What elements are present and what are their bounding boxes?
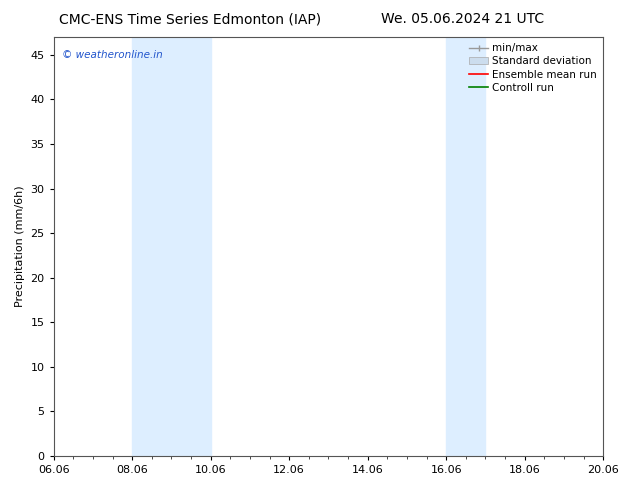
Bar xyxy=(446,37,486,456)
Y-axis label: Precipitation (mm/6h): Precipitation (mm/6h) xyxy=(15,186,25,307)
Text: © weatheronline.in: © weatheronline.in xyxy=(62,49,163,60)
Text: CMC-ENS Time Series Edmonton (IAP): CMC-ENS Time Series Edmonton (IAP) xyxy=(59,12,321,26)
Bar xyxy=(133,37,210,456)
Text: We. 05.06.2024 21 UTC: We. 05.06.2024 21 UTC xyxy=(381,12,545,26)
Legend: min/max, Standard deviation, Ensemble mean run, Controll run: min/max, Standard deviation, Ensemble me… xyxy=(465,39,601,97)
